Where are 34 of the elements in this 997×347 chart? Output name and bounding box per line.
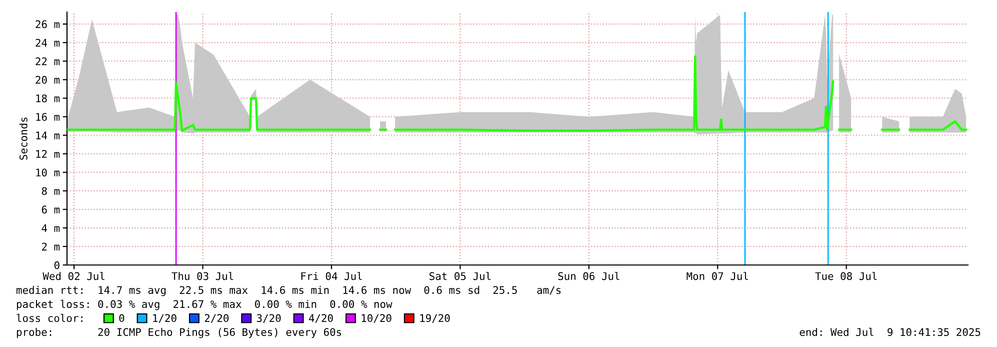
y-tick-label: 26 m (36, 20, 60, 28)
y-tick-label: 4 m (42, 224, 60, 232)
y-tick-label: 22 m (36, 57, 60, 66)
y-tick-label: 2 m (42, 242, 60, 250)
y-tick-label: 8 m (42, 187, 60, 195)
legend-label: 2/20 (204, 314, 229, 323)
legend-label: 3/20 (256, 314, 281, 323)
y-tick-label: 18 m (36, 94, 60, 102)
x-tick-label: Sun 06 Jul (558, 272, 620, 280)
legend-label: 0 (119, 314, 124, 322)
x-tick-label: Tue 08 Jul (815, 272, 877, 280)
text: probe: 20 ICMP Echo Pings (56 Bytes) every 60s (16, 328, 342, 338)
legend-title: loss color: (16, 314, 82, 322)
y-tick-label: 16 m (36, 112, 60, 121)
y-tick-label: 10 m (36, 168, 60, 176)
y-tick-label: 20 m (36, 76, 60, 84)
y-axis-title: Seconds (19, 118, 28, 160)
y-tick-label: 0 (54, 261, 60, 270)
text: packet loss: 0.03 % avg 21.67 % max 0.00 % min 0.00 % now (16, 300, 392, 310)
x-tick-label: Fri 04 Jul (301, 272, 362, 280)
x-tick-label: Mon 07 Jul (686, 272, 748, 280)
legend-label: 1/20 (153, 314, 176, 323)
y-tick-label: 24 m (36, 38, 60, 47)
y-tick-label: 6 m (42, 206, 60, 214)
text: end: Wed Jul 9 10:41:35 2025 (800, 328, 980, 336)
legend-label: 4/20 (308, 314, 333, 323)
legend-label: 10/20 (362, 314, 392, 323)
y-tick-label: 12 m (36, 150, 60, 158)
text: median rtt: 14.7 ms avg 22.5 ms max 14.6 ms min 14.6 ms now 0.6 ms sd 25.5 am/s (16, 286, 561, 296)
x-tick-label: Thu 03 Jul (172, 272, 234, 280)
legend-label: 19/20 (420, 314, 450, 323)
y-tick-label: 14 m (36, 132, 60, 140)
x-tick-label: Sat 05 Jul (430, 272, 491, 280)
x-tick-label: Wed 02 Jul (42, 272, 104, 280)
